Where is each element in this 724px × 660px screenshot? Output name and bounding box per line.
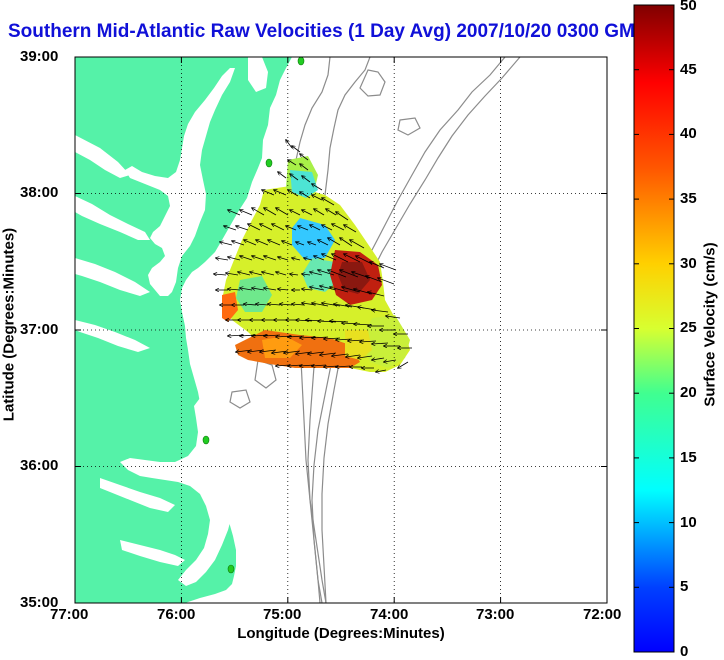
colorbar-tick-label: 15 <box>680 449 697 466</box>
y-tick-label: 38:00 <box>20 184 59 201</box>
station-marker <box>227 564 235 574</box>
colorbar-tick-label: 25 <box>680 319 697 336</box>
colorbar-tick-label: 40 <box>680 125 697 142</box>
station-markers <box>202 57 305 574</box>
colorbar-tick-label: 20 <box>680 384 697 401</box>
velocity-arrows <box>214 140 412 372</box>
colorbar <box>633 4 675 653</box>
velocity-field <box>222 156 410 372</box>
x-tick-label: 74:00 <box>370 606 409 623</box>
x-axis-label: Longitude (Degrees:Minutes) <box>237 625 445 642</box>
y-tick-label: 39:00 <box>20 48 59 65</box>
y-tick-label: 36:00 <box>20 457 59 474</box>
station-marker <box>202 435 210 445</box>
y-tick-label: 37:00 <box>20 321 59 338</box>
colorbar-tick-label: 0 <box>680 643 689 660</box>
map-title: Southern Mid-Atlantic Raw Velocities (1 … <box>8 21 647 42</box>
grid-lines <box>75 57 607 603</box>
colorbar-tick-label: 10 <box>680 514 697 531</box>
colorbar-tick-label: 45 <box>680 61 697 78</box>
station-marker <box>297 57 305 66</box>
x-tick-label: 75:00 <box>263 606 302 623</box>
station-marker <box>265 158 273 168</box>
colorbar-label: Surface Velocity (cm/s) <box>701 242 719 407</box>
colorbar-tick-label: 35 <box>680 190 697 207</box>
x-tick-label: 77:00 <box>50 606 89 623</box>
colorbar-tick-label: 50 <box>680 0 697 14</box>
colorbar-tick-label: 5 <box>680 578 689 595</box>
chesapeake-bay <box>125 68 235 296</box>
x-tick-label: 76:00 <box>157 606 196 623</box>
y-tick-label: 35:00 <box>20 594 59 611</box>
pamlico-sound <box>120 398 234 586</box>
x-tick-label: 73:00 <box>476 606 515 623</box>
x-tick-label: 72:00 <box>583 606 622 623</box>
y-axis-label: Latitude (Degrees:Minutes) <box>0 227 18 422</box>
colorbar-tick-label: 30 <box>680 255 697 272</box>
